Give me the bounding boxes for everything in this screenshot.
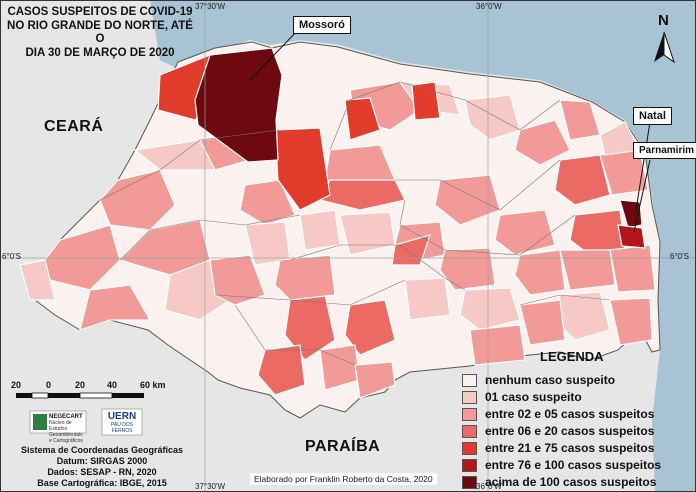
legend-item-0: nenhum caso suspeito bbox=[462, 372, 694, 388]
legend-title: LEGENDA bbox=[540, 349, 604, 364]
title-line-1: CASOS SUSPEITOS DE COVID-19 bbox=[7, 6, 193, 18]
scale-bar bbox=[16, 392, 144, 399]
legend-item-3: entre 06 e 20 casos suspeitos bbox=[462, 423, 694, 439]
north-arrow-icon bbox=[654, 31, 675, 64]
negecart-sub: Núcleo de Estudos Geoambientais e Cartog… bbox=[49, 420, 83, 444]
legend-item-1: 01 caso suspeito bbox=[462, 389, 694, 405]
negecart-name: NEGECART bbox=[49, 414, 83, 420]
callout-leaders bbox=[249, 27, 651, 233]
title-line-3: DIA 30 DE MARÇO DE 2020 bbox=[25, 46, 175, 59]
coord-bottom-right: 36°0'W bbox=[476, 482, 502, 491]
uern-text: UERN PAU DOS FERROS bbox=[102, 411, 142, 434]
legend-label-1: 01 caso suspeito bbox=[485, 390, 582, 404]
negecart-text: NEGECART Núcleo de Estudos Geoambientais… bbox=[49, 414, 85, 444]
legend-label-3: entre 06 e 20 casos suspeitos bbox=[485, 424, 655, 438]
legend-swatch-4 bbox=[462, 441, 477, 455]
legend-label-0: nenhum caso suspeito bbox=[485, 373, 616, 387]
uern-name: UERN bbox=[107, 411, 137, 422]
legend-swatch-1 bbox=[462, 390, 477, 404]
credit-line-2: Datum: SIRGAS 2000 bbox=[56, 456, 148, 466]
credits: Sistema de Coordenadas Geográficas Datum… bbox=[12, 445, 192, 489]
legend-label-6: acima de 100 casos suspeitos bbox=[485, 475, 657, 489]
municipalities bbox=[19, 47, 656, 399]
uern-logo bbox=[101, 408, 143, 436]
north-label: N bbox=[658, 12, 669, 29]
legend-item-6: acima de 100 casos suspeitos bbox=[462, 474, 694, 490]
credit-line-4: Base Cartográfica: IBGE, 2015 bbox=[37, 478, 167, 488]
scale-tick-3: 40 bbox=[107, 380, 118, 390]
map-title: CASOS SUSPEITOS DE COVID-19 NO RIO GRAND… bbox=[6, 6, 194, 60]
scale-tick-2: 20 bbox=[75, 380, 86, 390]
credit-line-3: Dados: SESAP - RN, 2020 bbox=[47, 467, 157, 477]
label-ceara: CEARÁ bbox=[44, 118, 104, 135]
coord-top-left: 37°30'W bbox=[195, 2, 226, 11]
legend-label-2: entre 02 e 05 casos suspeitos bbox=[485, 407, 655, 421]
legend-item-5: entre 76 e 100 casos suspeitos bbox=[462, 457, 694, 473]
ocean bbox=[150, 0, 696, 492]
uern-sub: PAU DOS FERROS bbox=[110, 422, 134, 434]
legend-item-2: entre 02 e 05 casos suspeitos bbox=[462, 406, 694, 422]
credit-line-1: Sistema de Coordenadas Geográficas bbox=[20, 445, 184, 455]
coord-left: 6°0'S bbox=[2, 252, 21, 261]
legend-item-4: entre 21 e 75 casos suspeitos bbox=[462, 440, 694, 456]
label-paraiba: PARAÍBA bbox=[305, 438, 381, 455]
scale-tick-1: 0 bbox=[46, 380, 52, 390]
callout-parnamirim: Parnamirim bbox=[633, 142, 696, 159]
legend-swatch-6 bbox=[462, 475, 477, 489]
coord-right: 6°0'S bbox=[670, 252, 689, 261]
coord-top-right: 36°0'W bbox=[476, 2, 502, 11]
legend: nenhum caso suspeito 01 caso suspeito en… bbox=[462, 372, 694, 491]
legend-swatch-0 bbox=[462, 373, 477, 387]
municipal-borders bbox=[99, 81, 611, 366]
scale-tick-0: 20 bbox=[11, 380, 22, 390]
legend-swatch-3 bbox=[462, 424, 477, 438]
title-line-2: NO RIO GRANDE DO NORTE, ATÉ O bbox=[7, 19, 193, 46]
author-credit: Elaborado por Franklin Roberto da Costa,… bbox=[250, 473, 437, 485]
legend-label-4: entre 21 e 75 casos suspeitos bbox=[485, 441, 655, 455]
legend-swatch-5 bbox=[462, 458, 477, 472]
callout-natal: Natal bbox=[633, 107, 672, 125]
scale-tick-4: 60 km bbox=[140, 380, 166, 390]
negecart-logo bbox=[29, 410, 87, 434]
coord-bottom-left: 37°30'W bbox=[195, 482, 226, 491]
legend-swatch-2 bbox=[462, 407, 477, 421]
legend-label-5: entre 76 e 100 casos suspeitos bbox=[485, 458, 662, 472]
callout-mossoro: Mossoró bbox=[293, 16, 351, 34]
